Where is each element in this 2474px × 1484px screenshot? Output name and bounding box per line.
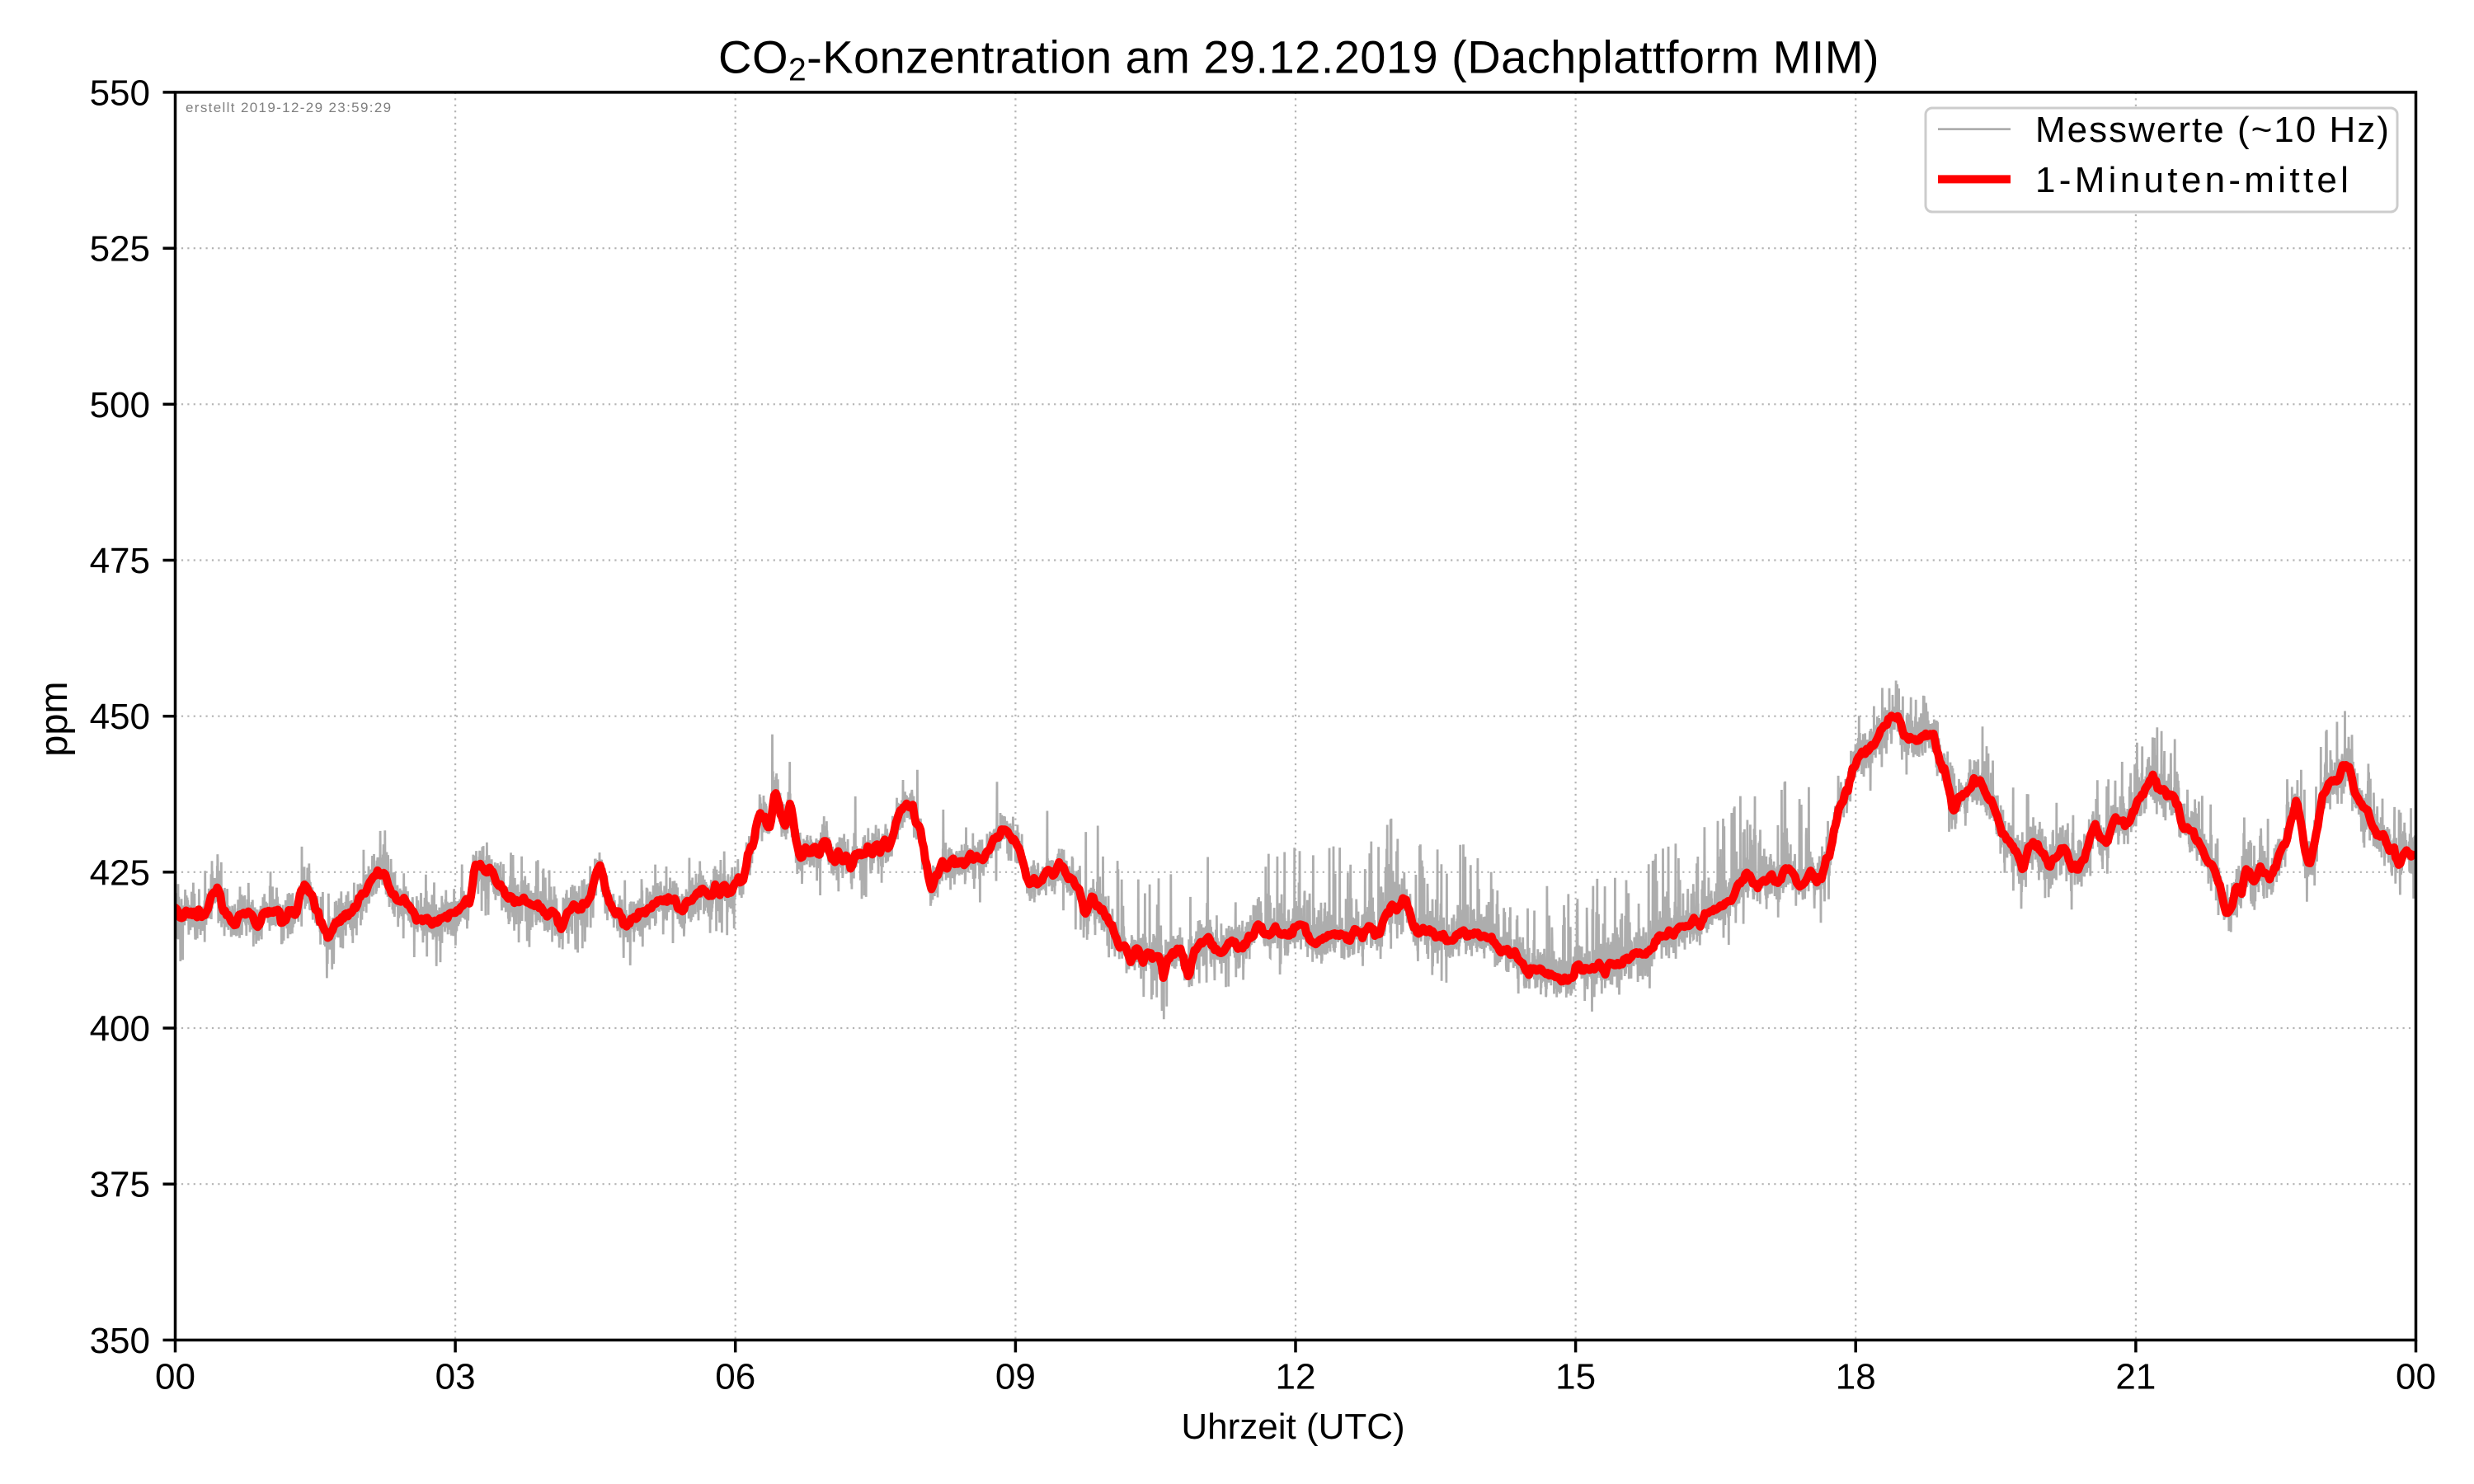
svg-text:475: 475 [90, 541, 150, 581]
svg-text:ppm: ppm [31, 681, 75, 756]
svg-text:400: 400 [90, 1009, 150, 1050]
svg-text:21: 21 [2115, 1357, 2156, 1397]
svg-text:375: 375 [90, 1165, 150, 1205]
svg-text:15: 15 [1555, 1357, 1596, 1397]
svg-text:00: 00 [155, 1357, 195, 1397]
svg-text:1-Minuten-mittel: 1-Minuten-mittel [2035, 160, 2352, 200]
svg-text:425: 425 [90, 852, 150, 893]
svg-text:525: 525 [90, 229, 150, 270]
svg-text:CO2-Konzentration am 29.12.201: CO2-Konzentration am 29.12.2019 (Dachpla… [718, 31, 1879, 87]
svg-text:Messwerte (~10 Hz): Messwerte (~10 Hz) [2035, 110, 2391, 150]
svg-text:550: 550 [90, 73, 150, 113]
svg-text:12: 12 [1276, 1357, 1316, 1397]
svg-text:450: 450 [90, 697, 150, 737]
svg-text:erstellt 2019-12-29 23:59:29: erstellt 2019-12-29 23:59:29 [186, 100, 392, 115]
svg-text:500: 500 [90, 385, 150, 425]
svg-text:Uhrzeit (UTC): Uhrzeit (UTC) [1181, 1407, 1404, 1447]
svg-text:350: 350 [90, 1321, 150, 1361]
svg-text:03: 03 [435, 1357, 476, 1397]
svg-text:00: 00 [2396, 1357, 2436, 1397]
svg-text:18: 18 [1836, 1357, 1876, 1397]
svg-text:06: 06 [715, 1357, 755, 1397]
svg-text:09: 09 [995, 1357, 1036, 1397]
